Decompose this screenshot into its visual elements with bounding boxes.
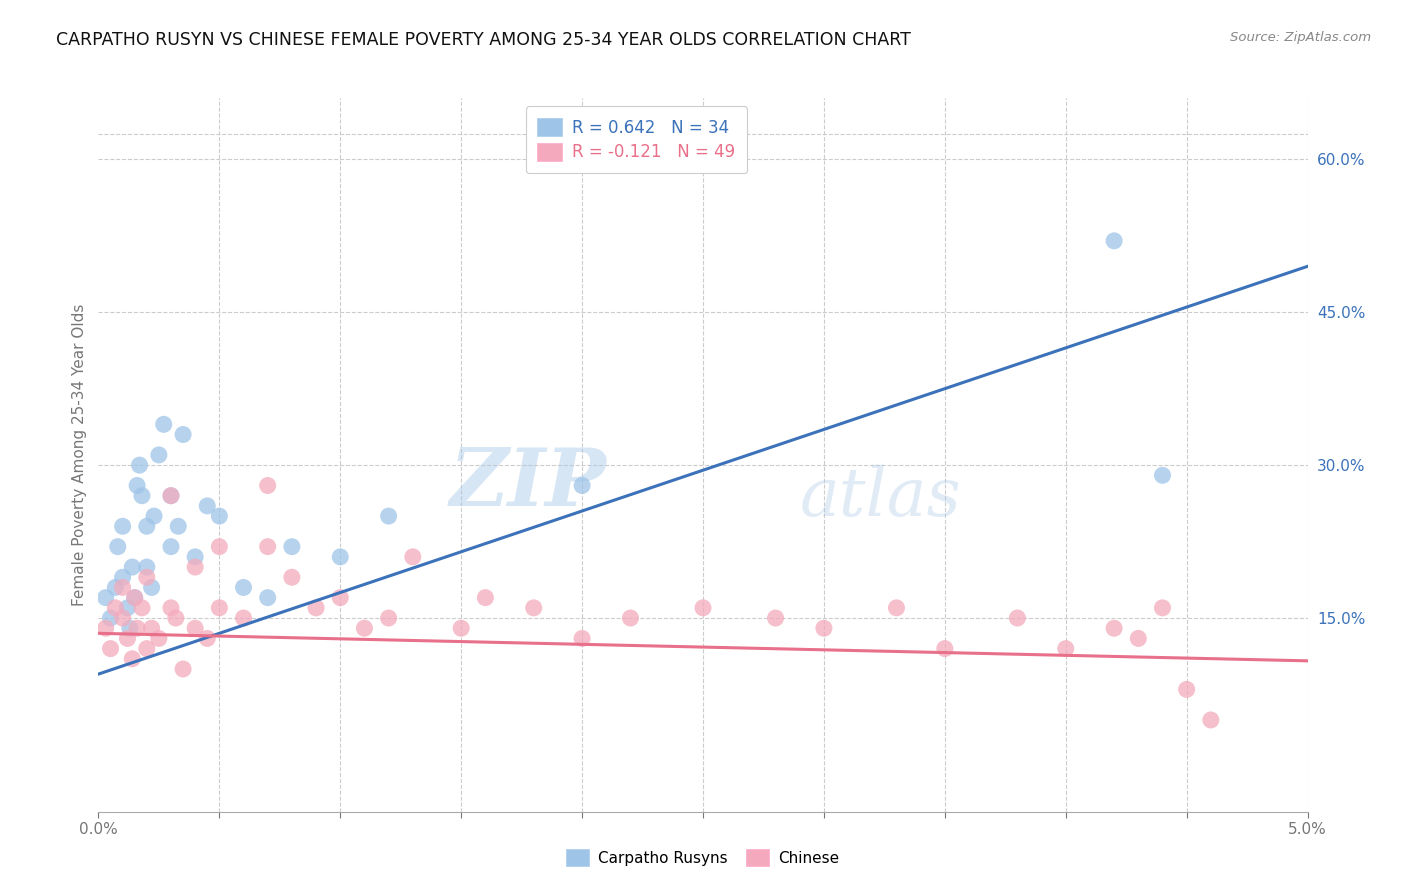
Point [152,417,174,432]
Point [111,519,134,533]
Point [167,519,190,533]
Point [128,458,150,472]
Point [934,641,956,656]
Point [184,560,207,574]
Point [172,427,194,442]
Point [692,600,714,615]
Legend: Carpatho Rusyns, Chinese: Carpatho Rusyns, Chinese [560,843,846,871]
Point [100,611,122,625]
Point [148,632,170,646]
Point [377,611,399,625]
Point [523,600,546,615]
Point [208,509,231,524]
Point [135,560,157,574]
Point [117,600,139,615]
Point [124,591,146,605]
Point [232,611,254,625]
Point [160,489,183,503]
Point [1128,632,1150,646]
Point [94,621,117,635]
Point [1007,611,1029,625]
Point [172,662,194,676]
Point [1152,600,1174,615]
Point [135,641,157,656]
Point [571,478,593,492]
Point [111,611,134,625]
Point [131,489,153,503]
Point [141,581,163,595]
Point [256,478,278,492]
Point [184,549,207,564]
Point [165,611,187,625]
Point [1175,682,1198,697]
Point [281,540,304,554]
Point [450,621,472,635]
Point [118,621,141,635]
Point [135,519,157,533]
Point [127,621,149,635]
Point [160,489,183,503]
Point [329,549,352,564]
Text: atlas: atlas [800,465,962,531]
Point [619,611,641,625]
Point [131,600,153,615]
Point [135,570,157,584]
Point [1199,713,1222,727]
Point [281,570,304,584]
Point [94,591,117,605]
Point [127,478,149,492]
Point [104,581,127,595]
Point [107,540,129,554]
Point [124,591,146,605]
Point [813,621,835,635]
Point [111,581,134,595]
Point [765,611,787,625]
Point [1102,621,1125,635]
Point [148,448,170,462]
Y-axis label: Female Poverty Among 25-34 Year Olds: Female Poverty Among 25-34 Year Olds [72,304,87,606]
Point [1054,641,1077,656]
Point [121,652,143,666]
Point [305,600,328,615]
Point [329,591,352,605]
Point [1152,468,1174,483]
Point [195,499,218,513]
Point [886,600,908,615]
Point [571,632,593,646]
Point [208,600,231,615]
Point [160,540,183,554]
Text: ZIP: ZIP [450,445,606,522]
Point [117,632,139,646]
Point [195,632,218,646]
Point [208,540,231,554]
Point [121,560,143,574]
Point [353,621,375,635]
Point [1102,234,1125,248]
Point [111,570,134,584]
Point [160,600,183,615]
Point [402,549,425,564]
Point [256,591,278,605]
Point [184,621,207,635]
Point [256,540,278,554]
Point [104,600,127,615]
Point [377,509,399,524]
Text: Source: ZipAtlas.com: Source: ZipAtlas.com [1230,31,1371,45]
Point [232,581,254,595]
Point [100,641,122,656]
Point [143,509,166,524]
Text: CARPATHO RUSYN VS CHINESE FEMALE POVERTY AMONG 25-34 YEAR OLDS CORRELATION CHART: CARPATHO RUSYN VS CHINESE FEMALE POVERTY… [56,31,911,49]
Point [141,621,163,635]
Point [474,591,496,605]
